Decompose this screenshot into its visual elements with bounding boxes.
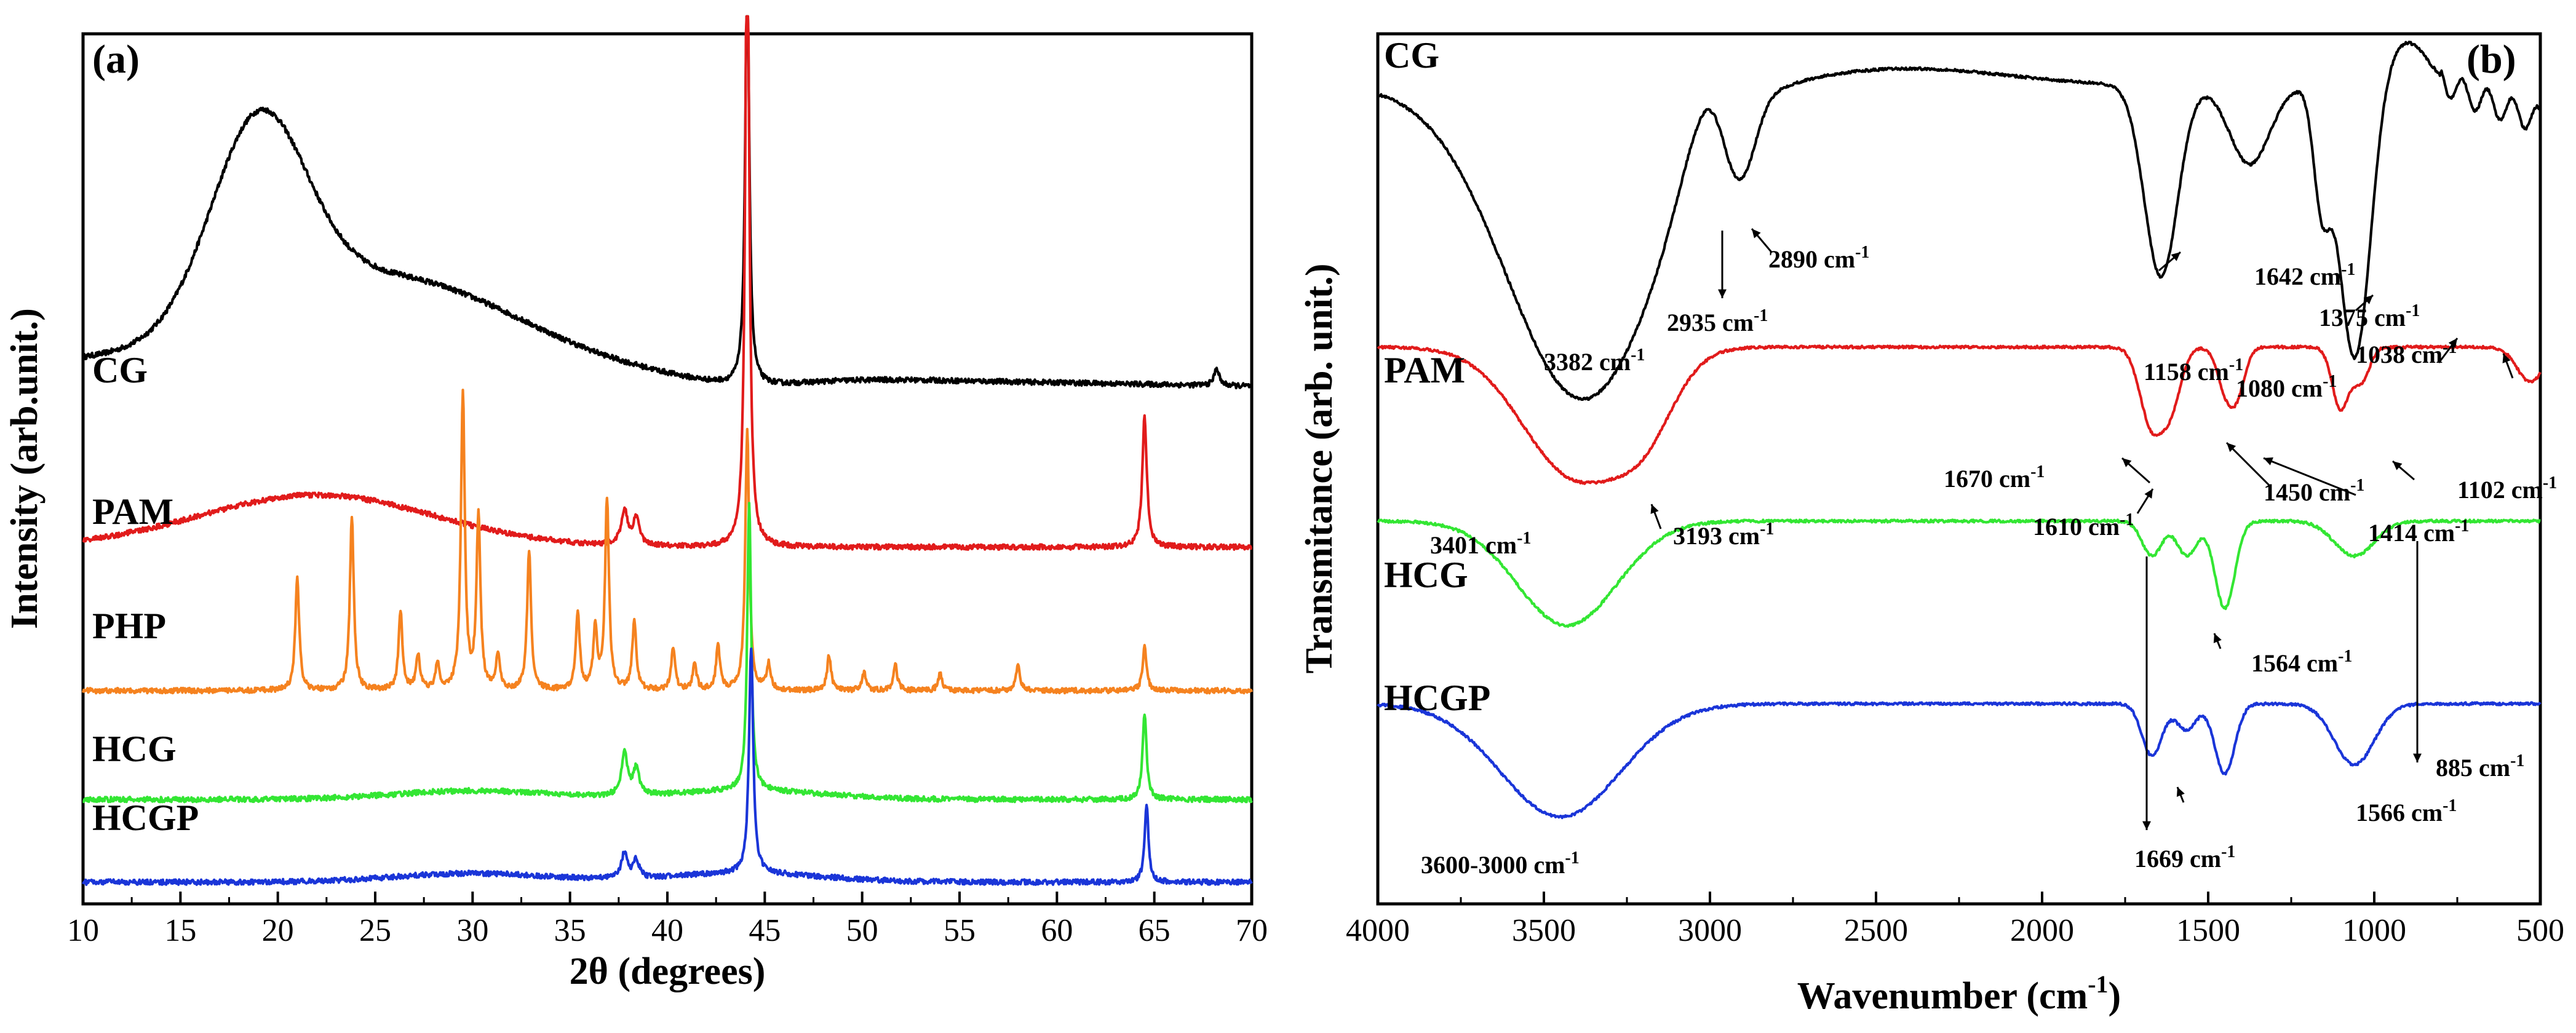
panel-b-xlabel-sup: -1 (2088, 970, 2108, 998)
panel-a-ylabel: Intensity (arb.unit.) (4, 308, 46, 629)
arrow-2890-head (1752, 229, 1761, 239)
series-label-pam: PAM (92, 491, 173, 532)
b-xtick-label: 1500 (2176, 913, 2240, 948)
annotation-1670: 1670 cm-1 (1944, 462, 2045, 493)
annotation-3600-3000: 3600-3000 cm-1 (1421, 849, 1580, 879)
annotation-3401: 3401 cm-1 (1430, 529, 1531, 559)
panel-b-label: (b) (2467, 37, 2516, 82)
panel-a-ticks: 10 15 20 25 30 35 40 45 50 55 60 65 70 (67, 892, 1268, 948)
series-line-b-hcgp (1377, 701, 2542, 820)
series-label-b-hcgp: HCGP (1384, 678, 1490, 718)
panel-a-xlabel: 2θ (degrees) (570, 951, 766, 992)
b-xtick-label: 1000 (2342, 913, 2406, 948)
arrow-1158-head (2448, 338, 2457, 348)
panel-b: 4000 3500 3000 2500 2000 1500 1000 500 (b) Wave… (1298, 32, 2564, 1017)
panel-b-curves (1377, 41, 2542, 820)
series-line-b-hcg (1377, 518, 2541, 628)
series-label-hcg: HCG (92, 729, 177, 769)
arrow-1564-head (2213, 633, 2222, 643)
a-xtick-label: 70 (1236, 913, 1268, 948)
series-label-b-pam: PAM (1384, 350, 1465, 390)
annotation-1642: 1642 cm-1 (2254, 260, 2355, 290)
annotation-1564: 1564 cm-1 (2251, 647, 2352, 677)
a-xtick-label: 15 (164, 913, 196, 948)
panel-a-frame (81, 32, 1254, 906)
series-label-cg: CG (92, 350, 148, 390)
arrow-885-head (2413, 753, 2422, 762)
a-xtick-label: 55 (944, 913, 976, 948)
arrow-1414-head (2264, 457, 2273, 465)
arrow-1669-head (2142, 821, 2151, 830)
arrow-1450 (2225, 441, 2271, 487)
panel-a-label: (a) (92, 37, 140, 82)
annotation-2935: 2935 cm-1 (1667, 306, 1768, 336)
panel-b-arrows (1650, 228, 2514, 830)
annotation-1669: 1669 cm-1 (2134, 842, 2235, 873)
annotation-1450: 1450 cm-1 (2264, 476, 2364, 506)
series-label-b-hcg: HCG (1384, 555, 1468, 595)
series-label-hcgp: HCGP (92, 798, 199, 838)
arrow-1610-head (2144, 489, 2153, 499)
series-line-a-hcg (82, 502, 1253, 804)
series-line-a-php (81, 389, 1253, 695)
arrow-1414 (2263, 457, 2356, 496)
a-xtick-label: 40 (651, 913, 683, 948)
arrow-1450-head (2227, 443, 2236, 453)
annotation-1080: 1080 cm-1 (2236, 372, 2337, 402)
annotation-3382: 3382 cm-1 (1544, 346, 1645, 376)
a-xtick-label: 10 (67, 913, 99, 948)
arrow-1375-head (2363, 295, 2373, 304)
panel-b-annotations: 2890 cm-1 2935 cm-1 3382 cm-1 1642 cm-1 1375… (1421, 243, 2557, 879)
annotation-1375: 1375 cm-1 (2319, 301, 2420, 331)
annotation-1102: 1102 cm-1 (2457, 473, 2557, 504)
annotation-2890: 2890 cm-1 (1768, 243, 1869, 273)
series-label-php: PHP (92, 606, 166, 646)
a-xtick-label: 30 (456, 913, 488, 948)
annotation-885: 885 cm-1 (2436, 751, 2524, 782)
arrow-1670-head (2122, 458, 2132, 467)
arrow-1566-head (2176, 787, 2185, 797)
arrow-1080-head (2502, 354, 2511, 363)
arrow-2935-head (1718, 289, 1727, 298)
series-line-a-pam (82, 15, 1252, 551)
a-xtick-label: 65 (1139, 913, 1171, 948)
annotation-1038: 1038 cm-1 (2356, 338, 2457, 368)
arrow-1642-head (2171, 252, 2180, 261)
b-xtick-label: 3000 (1678, 913, 1742, 948)
panel-b-xlabel-end: ) (2109, 975, 2121, 1017)
series-line-b-pam (1377, 344, 2542, 485)
a-xtick-label: 25 (359, 913, 391, 948)
annotation-3193: 3193 cm-1 (1673, 520, 1774, 550)
panel-b-xlabel-main: Wavenumber (cm (1797, 975, 2088, 1017)
series-label-b-cg: CG (1384, 35, 1439, 76)
annotation-1566: 1566 cm-1 (2356, 796, 2457, 826)
a-xtick-label: 35 (554, 913, 586, 948)
annotation-1414: 1414 cm-1 (2368, 516, 2469, 547)
panel-a: 10 15 20 25 30 35 40 45 50 55 60 65 70 (a) 2θ (degre… (4, 15, 1268, 992)
a-xtick-label: 20 (262, 913, 294, 948)
series-line-a-hcgp (82, 647, 1253, 886)
panel-a-curves (81, 15, 1254, 886)
a-xtick-label: 60 (1041, 913, 1073, 948)
a-xtick-label: 50 (846, 913, 878, 948)
panel-b-ticks: 4000 3500 3000 2500 2000 1500 1000 500 (1346, 892, 2564, 948)
annotation-1158: 1158 cm-1 (2144, 355, 2243, 386)
b-xtick-label: 2000 (2010, 913, 2074, 948)
b-xtick-label: 3500 (1512, 913, 1576, 948)
annotation-1610: 1610 cm-1 (2033, 510, 2134, 540)
b-xtick-label: 500 (2516, 913, 2564, 948)
arrow-3193-head (1650, 504, 1659, 514)
arrow-1102-head (2393, 461, 2403, 470)
panel-b-ylabel: Transmitance (arb. unit.) (1298, 263, 1340, 673)
panel-b-xlabel: Wavenumber (cm-1) (1797, 970, 2121, 1017)
series-line-a-cg (81, 15, 1254, 390)
b-xtick-label: 2500 (1844, 913, 1908, 948)
b-xtick-label: 4000 (1346, 913, 1410, 948)
a-xtick-label: 45 (749, 913, 781, 948)
series-line-b-cg (1377, 41, 2542, 401)
